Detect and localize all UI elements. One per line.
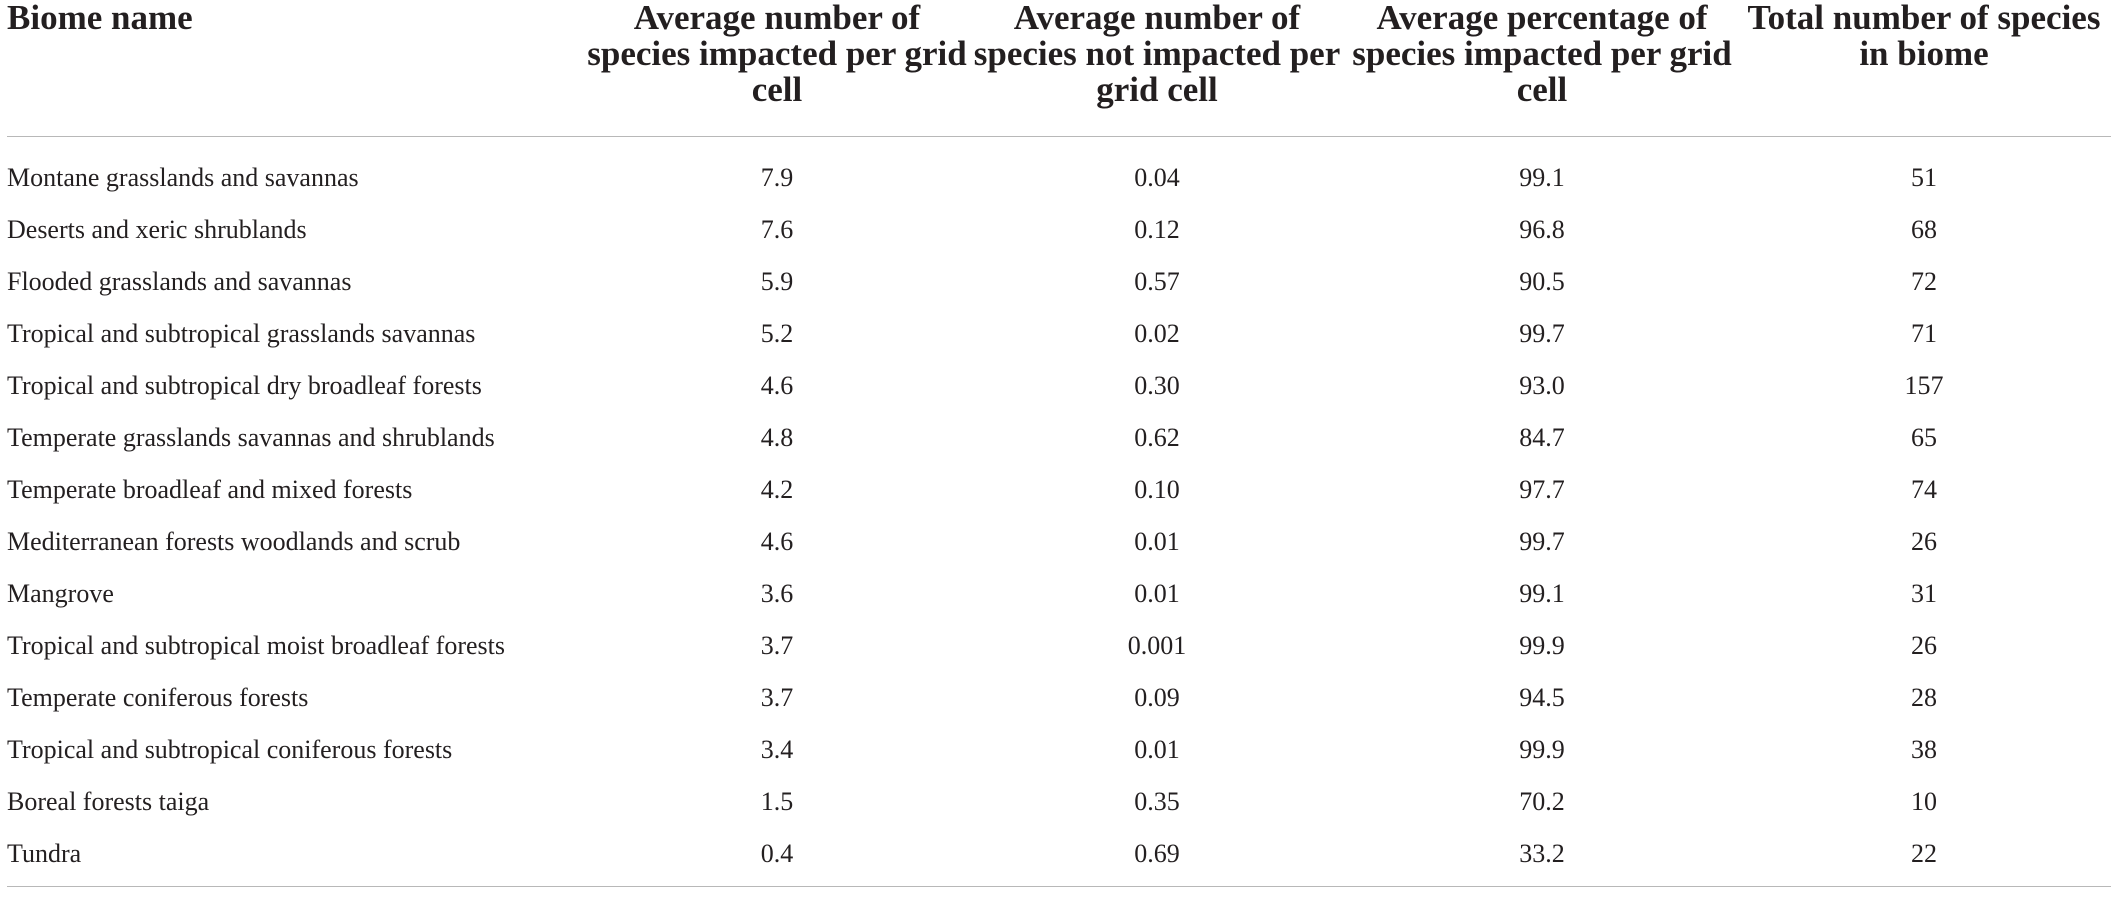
cell-biome-name: Mangrove xyxy=(7,579,114,608)
cell-total-species: 71 xyxy=(1911,319,1937,348)
cell-avg-not-impacted: 0.35 xyxy=(1134,787,1180,816)
header-total-species: Total number of species in biome xyxy=(1737,0,2111,137)
cell-avg-impacted: 4.6 xyxy=(760,527,794,556)
cell-biome-name: Tropical and subtropical coniferous fore… xyxy=(7,735,453,764)
cell-avg-percentage: 33.2 xyxy=(1347,828,1737,887)
cell-avg-impacted: 0.4 xyxy=(587,828,967,887)
cell-avg-not-impacted: 0.02 xyxy=(1134,319,1180,348)
cell-avg-impacted: 3.7 xyxy=(760,683,794,712)
cell-avg-impacted: 7.6 xyxy=(760,215,794,244)
table-row: Flooded grasslands and savannas 5.9 0.57… xyxy=(7,256,2111,308)
cell-avg-percentage: 99.1 xyxy=(1519,579,1565,608)
table-row: Temperate coniferous forests 3.7 0.09 94… xyxy=(7,672,2111,724)
cell-biome-name: Temperate coniferous forests xyxy=(7,683,309,712)
cell-avg-percentage: 94.5 xyxy=(1519,683,1565,712)
table-row: Deserts and xeric shrublands 7.6 0.12 96… xyxy=(7,204,2111,256)
header-avg-not-impacted: Average number of species not impacted p… xyxy=(967,0,1347,137)
cell-avg-percentage: 96.8 xyxy=(1519,215,1565,244)
cell-total-species: 74 xyxy=(1911,475,1937,504)
table-row: Tropical and subtropical dry broadleaf f… xyxy=(7,360,2111,412)
cell-total-species: 51 xyxy=(1911,163,1937,192)
cell-avg-impacted: 3.6 xyxy=(760,579,794,608)
cell-biome-name: Boreal forests taiga xyxy=(7,787,210,816)
cell-avg-percentage: 99.7 xyxy=(1519,527,1565,556)
cell-biome-name: Tropical and subtropical grasslands sava… xyxy=(7,319,476,348)
cell-avg-percentage: 93.0 xyxy=(1519,371,1565,400)
cell-biome-name: Tropical and subtropical dry broadleaf f… xyxy=(7,371,482,400)
table-row: Tropical and subtropical moist broadleaf… xyxy=(7,620,2111,672)
cell-avg-impacted: 4.6 xyxy=(760,371,794,400)
cell-total-species: 65 xyxy=(1911,423,1937,452)
header-biome-name: Biome name xyxy=(7,0,587,137)
cell-total-species: 31 xyxy=(1911,579,1937,608)
cell-avg-not-impacted: 0.10 xyxy=(1134,475,1180,504)
cell-biome-name: Deserts and xeric shrublands xyxy=(7,215,307,244)
biome-table-container: Biome name Average number of species imp… xyxy=(7,0,2111,887)
cell-total-species: 22 xyxy=(1737,828,2111,887)
cell-total-species: 157 xyxy=(1904,371,1944,400)
cell-avg-impacted: 5.9 xyxy=(760,267,794,296)
cell-avg-impacted: 3.4 xyxy=(760,735,794,764)
table-row: Mangrove 3.6 0.01 99.1 31 xyxy=(7,568,2111,620)
cell-avg-impacted: 4.8 xyxy=(760,423,794,452)
cell-avg-impacted: 3.7 xyxy=(760,631,794,660)
cell-biome-name: Temperate grasslands savannas and shrubl… xyxy=(7,423,495,452)
cell-avg-percentage: 99.7 xyxy=(1519,319,1565,348)
cell-avg-percentage: 99.9 xyxy=(1519,735,1565,764)
cell-avg-not-impacted: 0.01 xyxy=(1134,527,1180,556)
cell-total-species: 28 xyxy=(1911,683,1937,712)
cell-avg-percentage: 99.1 xyxy=(1519,163,1565,192)
table-row: Tropical and subtropical grasslands sava… xyxy=(7,308,2111,360)
cell-avg-impacted: 1.5 xyxy=(760,787,794,816)
cell-biome-name: Temperate broadleaf and mixed forests xyxy=(7,475,413,504)
cell-total-species: 68 xyxy=(1911,215,1937,244)
table-header-row: Biome name Average number of species imp… xyxy=(7,0,2111,137)
cell-avg-impacted: 4.2 xyxy=(760,475,794,504)
cell-biome-name: Mediterranean forests woodlands and scru… xyxy=(7,527,461,556)
cell-total-species: 38 xyxy=(1911,735,1937,764)
cell-total-species: 26 xyxy=(1911,631,1937,660)
biome-species-table: Biome name Average number of species imp… xyxy=(7,0,2111,887)
table-row: Mediterranean forests woodlands and scru… xyxy=(7,516,2111,568)
cell-avg-not-impacted: 0.01 xyxy=(1134,735,1180,764)
cell-avg-impacted: 7.9 xyxy=(760,163,794,192)
cell-biome-name: Tundra xyxy=(7,828,587,887)
table-row: Boreal forests taiga 1.5 0.35 70.2 10 xyxy=(7,776,2111,828)
cell-avg-percentage: 90.5 xyxy=(1519,267,1565,296)
cell-avg-percentage: 84.7 xyxy=(1519,423,1565,452)
cell-avg-not-impacted: 0.01 xyxy=(1134,579,1180,608)
cell-avg-not-impacted: 0.62 xyxy=(1134,423,1180,452)
header-avg-percentage-impacted: Average percentage of species impacted p… xyxy=(1347,0,1737,137)
table-row: Temperate grasslands savannas and shrubl… xyxy=(7,412,2111,464)
cell-avg-not-impacted: 0.57 xyxy=(1134,267,1180,296)
cell-avg-percentage: 99.9 xyxy=(1519,631,1565,660)
cell-avg-not-impacted: 0.69 xyxy=(967,828,1347,887)
table-row: Tropical and subtropical coniferous fore… xyxy=(7,724,2111,776)
cell-avg-not-impacted: 0.09 xyxy=(1134,683,1180,712)
cell-total-species: 10 xyxy=(1911,787,1937,816)
table-row: Tundra 0.4 0.69 33.2 22 xyxy=(7,828,2111,887)
cell-total-species: 72 xyxy=(1911,267,1937,296)
cell-avg-not-impacted: 0.04 xyxy=(1134,163,1180,192)
cell-avg-impacted: 5.2 xyxy=(760,319,794,348)
cell-biome-name: Flooded grasslands and savannas xyxy=(7,267,352,296)
table-row: Temperate broadleaf and mixed forests 4.… xyxy=(7,464,2111,516)
cell-biome-name: Tropical and subtropical moist broadleaf… xyxy=(7,631,505,660)
cell-avg-percentage: 70.2 xyxy=(1519,787,1565,816)
cell-avg-not-impacted: 0.30 xyxy=(1134,371,1180,400)
cell-total-species: 26 xyxy=(1911,527,1937,556)
cell-avg-percentage: 97.7 xyxy=(1519,475,1565,504)
header-avg-impacted: Average number of species impacted per g… xyxy=(587,0,967,137)
table-row: Montane grasslands and savannas 7.9 0.04… xyxy=(7,137,2111,205)
cell-avg-not-impacted: 0.001 xyxy=(1127,631,1187,660)
cell-avg-not-impacted: 0.12 xyxy=(1134,215,1180,244)
cell-biome-name: Montane grasslands and savannas xyxy=(7,163,359,192)
